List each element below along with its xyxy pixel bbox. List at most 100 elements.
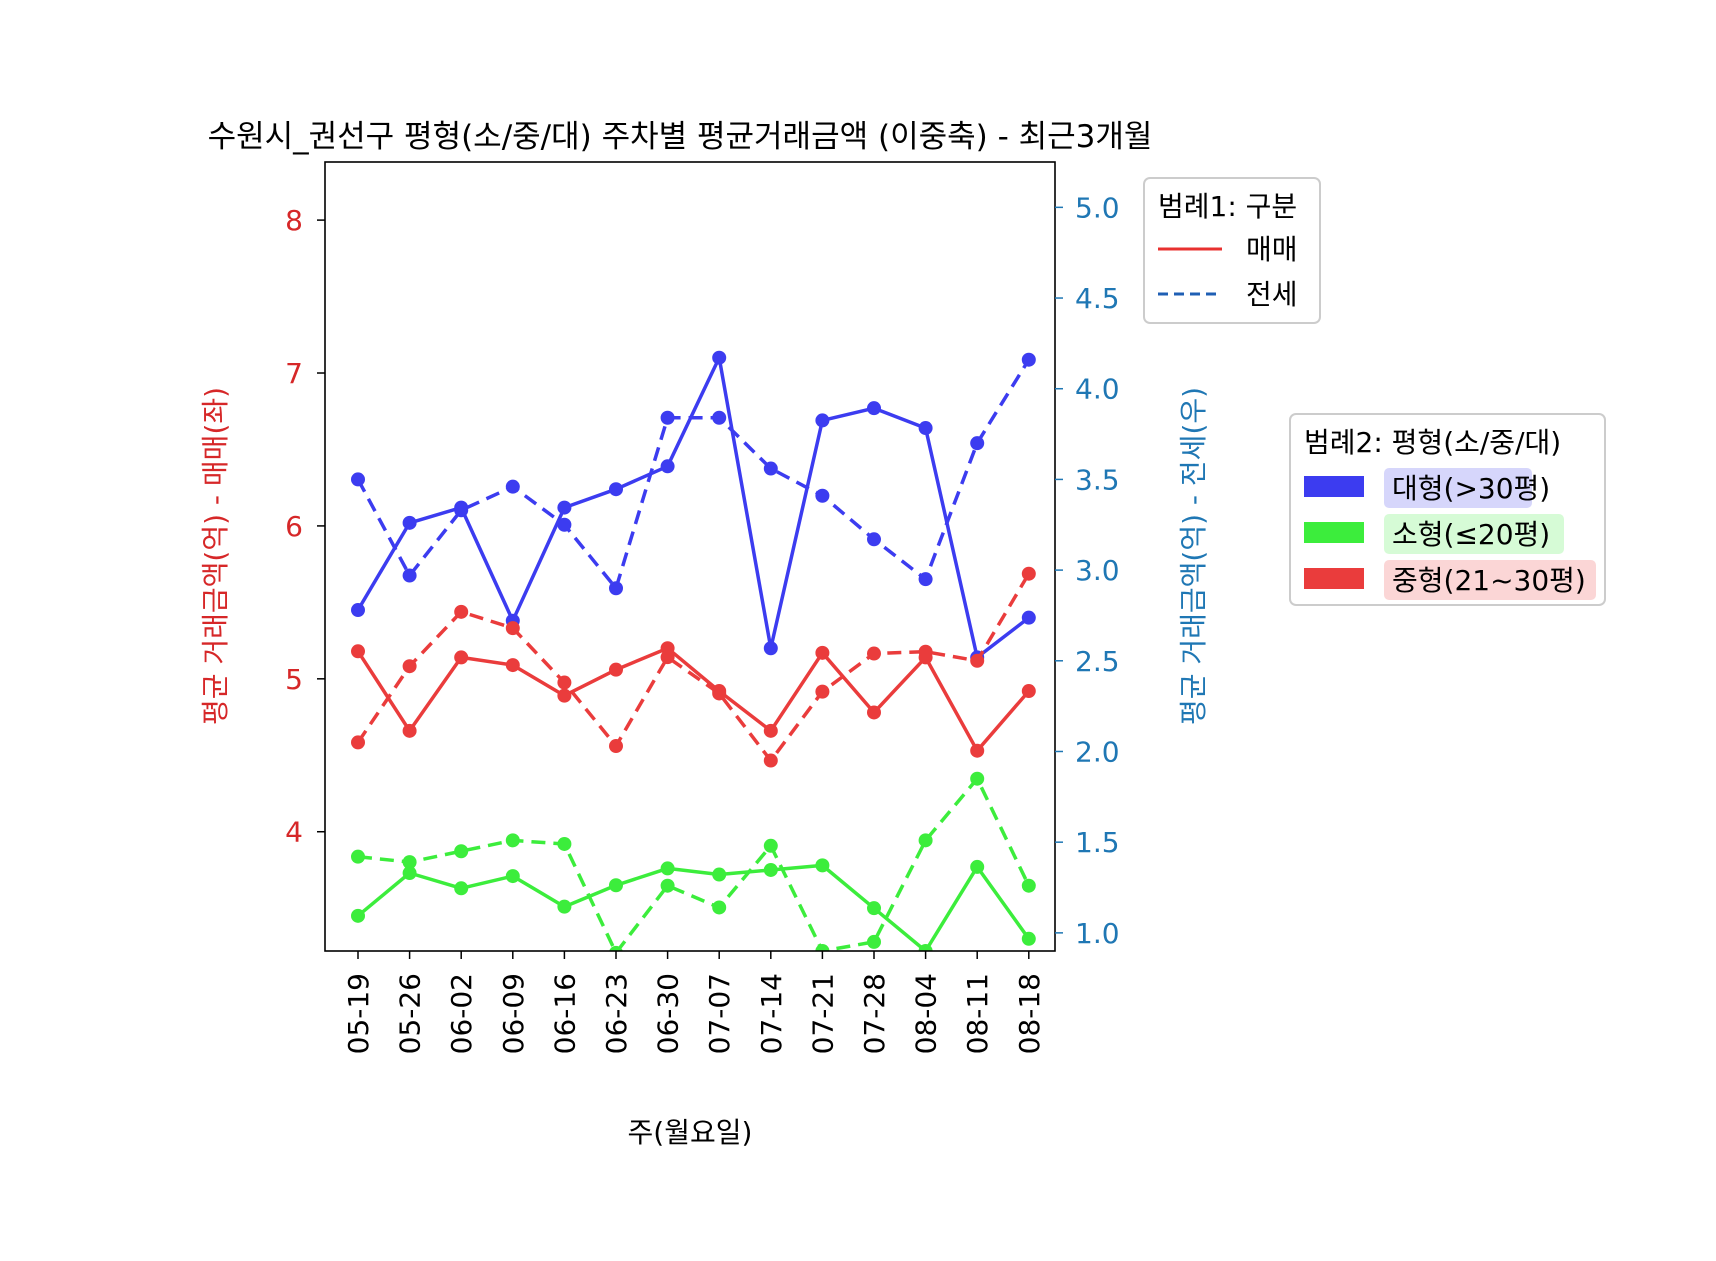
right-y-tick-label: 2.0 bbox=[1075, 735, 1120, 768]
data-point bbox=[454, 881, 469, 896]
data-point bbox=[454, 844, 469, 859]
right-y-tick-label: 1.5 bbox=[1075, 826, 1120, 859]
data-point bbox=[918, 644, 933, 659]
right-y-tick-label: 4.5 bbox=[1075, 282, 1120, 315]
series-line bbox=[357, 776, 1031, 951]
left-y-tick-label: 5 bbox=[285, 663, 303, 696]
x-tick-label: 07-14 bbox=[755, 973, 788, 1054]
data-point bbox=[454, 650, 469, 665]
data-point bbox=[505, 869, 520, 884]
data-point bbox=[763, 461, 778, 476]
plot-frame bbox=[324, 161, 1056, 952]
left-y-axis-label: 평균 거래금액(억) - 매매(좌) bbox=[199, 387, 232, 725]
right-y-tick-label: 5.0 bbox=[1075, 191, 1120, 224]
data-point bbox=[351, 603, 365, 618]
data-point bbox=[660, 410, 675, 425]
data-point bbox=[557, 517, 572, 532]
series-medium-jeonse bbox=[351, 566, 1036, 768]
x-tick-label: 07-07 bbox=[703, 973, 736, 1054]
data-point bbox=[402, 866, 417, 881]
series-line bbox=[356, 572, 1031, 763]
data-point bbox=[712, 686, 727, 701]
series-line bbox=[356, 646, 1031, 753]
series-large-jeonse bbox=[351, 352, 1036, 596]
data-point bbox=[815, 413, 830, 428]
data-point bbox=[1021, 931, 1036, 946]
data-point bbox=[557, 675, 572, 690]
data-point bbox=[660, 459, 675, 474]
data-point bbox=[557, 500, 572, 515]
data-point bbox=[351, 644, 365, 659]
data-point bbox=[867, 646, 881, 661]
data-point bbox=[351, 735, 365, 750]
right-y-tick-label: 1.0 bbox=[1075, 917, 1120, 950]
data-point bbox=[763, 838, 778, 853]
x-tick-label: 07-21 bbox=[806, 973, 839, 1054]
data-point bbox=[402, 723, 417, 738]
data-point bbox=[763, 641, 778, 656]
legend-swatch-large bbox=[1304, 476, 1364, 497]
x-tick-label: 06-16 bbox=[548, 973, 581, 1054]
right-y-tick-label: 2.5 bbox=[1075, 645, 1120, 678]
data-point bbox=[609, 581, 623, 596]
data-point bbox=[351, 908, 365, 923]
x-tick-label: 06-30 bbox=[652, 973, 685, 1054]
data-point bbox=[454, 503, 469, 518]
data-point bbox=[867, 705, 881, 720]
data-point bbox=[1021, 684, 1036, 699]
series-medium-sale bbox=[351, 641, 1036, 758]
data-point bbox=[402, 515, 417, 530]
x-axis-label: 주(월요일) bbox=[628, 1116, 753, 1149]
data-point bbox=[815, 488, 830, 503]
data-point bbox=[867, 532, 881, 547]
series-small-sale bbox=[351, 858, 1036, 951]
data-point bbox=[918, 944, 933, 951]
data-point bbox=[454, 604, 469, 619]
data-point bbox=[970, 743, 985, 758]
x-tick-label: 05-26 bbox=[394, 973, 427, 1054]
x-tick-label: 06-09 bbox=[497, 973, 530, 1054]
legend-label-bg-small bbox=[1384, 514, 1564, 554]
legend-deal-type-frame bbox=[1143, 177, 1321, 324]
data-point bbox=[867, 934, 881, 949]
x-axis: 05-19 05-26 06-02 06-09 06-16 06-23 06-30 07-07… bbox=[342, 951, 1046, 1054]
data-point bbox=[970, 436, 985, 451]
legend-item-small: 소형(≤20평) bbox=[1392, 518, 1550, 551]
data-point bbox=[815, 645, 830, 660]
legend-swatch-small bbox=[1304, 522, 1364, 543]
data-point bbox=[1021, 878, 1036, 893]
legend-swatch-medium bbox=[1304, 568, 1364, 589]
data-point bbox=[918, 572, 933, 587]
right-y-tick-label: 3.5 bbox=[1075, 463, 1120, 496]
x-tick-label: 07-28 bbox=[858, 973, 891, 1054]
series-line bbox=[356, 863, 1031, 951]
data-point bbox=[712, 410, 727, 425]
data-point bbox=[609, 482, 623, 497]
data-point bbox=[609, 662, 623, 677]
legend-size-type-title: 범례2: 평형(소/중/대) bbox=[1304, 426, 1561, 459]
data-point bbox=[609, 945, 623, 951]
data-point bbox=[402, 568, 417, 583]
data-point bbox=[970, 653, 985, 668]
data-point bbox=[815, 684, 830, 699]
data-point bbox=[351, 472, 365, 487]
legend-deal-type: 범례1: 구분 매매 전세 bbox=[1143, 177, 1321, 324]
legend-size-type: 범례2: 평형(소/중/대) 대형(>30평) 소형(≤20평) 중형(21~3… bbox=[1289, 413, 1606, 606]
data-point bbox=[557, 899, 572, 914]
data-point bbox=[712, 350, 727, 365]
legend-label-bg-medium bbox=[1384, 560, 1596, 600]
data-point bbox=[763, 862, 778, 877]
plot-area bbox=[351, 350, 1036, 951]
x-tick-label: 08-04 bbox=[910, 973, 943, 1054]
x-tick-label: 08-11 bbox=[961, 973, 994, 1054]
legend-size-type-frame bbox=[1289, 413, 1606, 606]
data-point bbox=[763, 723, 778, 738]
data-point bbox=[970, 859, 985, 874]
data-point bbox=[660, 878, 675, 893]
left-y-tick-label: 6 bbox=[285, 510, 303, 543]
series-line bbox=[356, 358, 1031, 590]
data-point bbox=[712, 867, 727, 882]
data-point bbox=[505, 658, 520, 673]
right-y-axis-label: 평균 거래금액(억) - 전세(우) bbox=[1177, 387, 1210, 725]
